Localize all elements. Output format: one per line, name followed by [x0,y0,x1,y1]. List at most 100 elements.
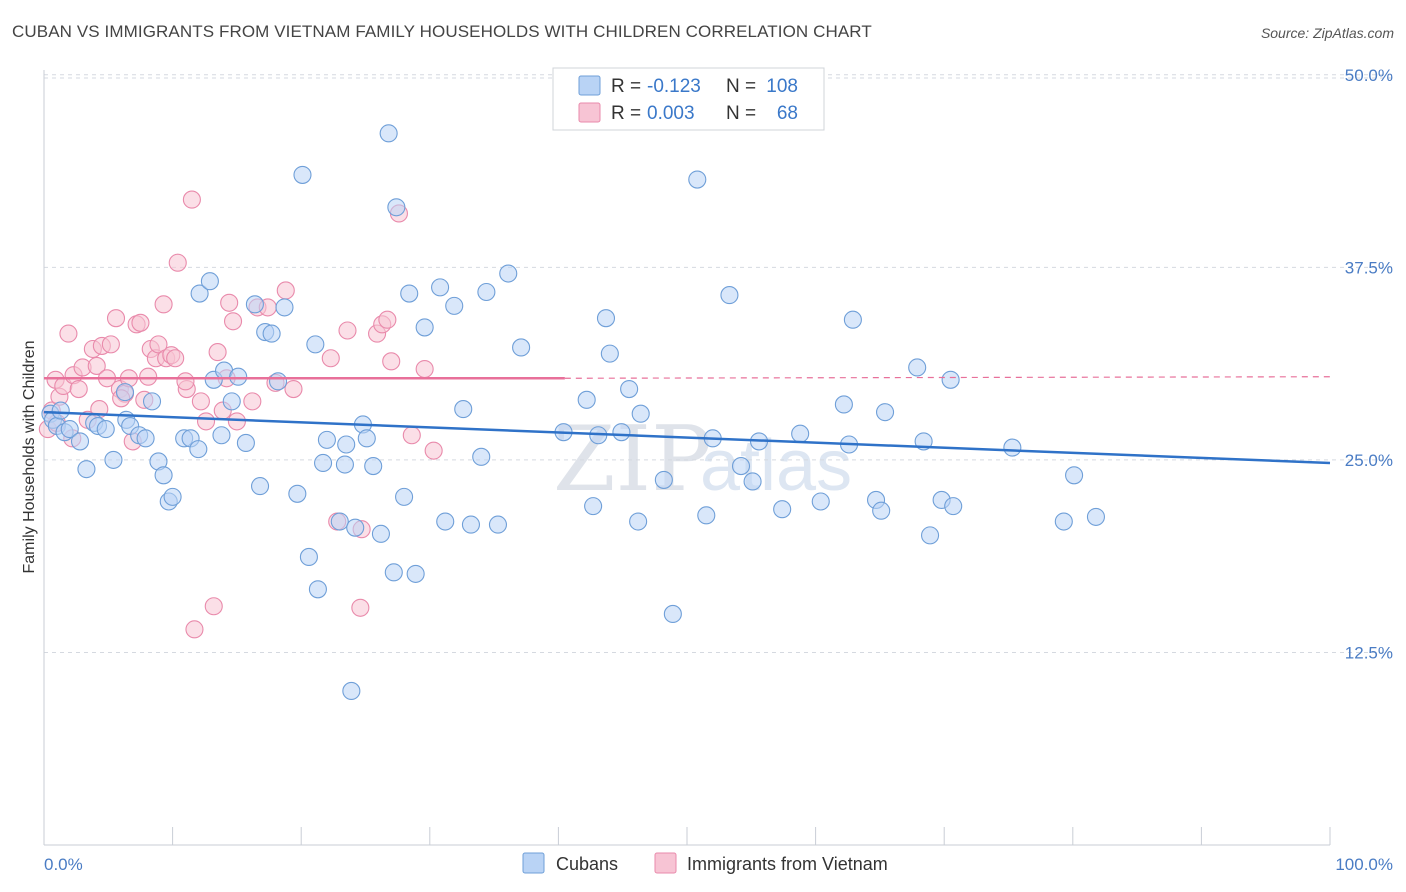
y-tick-label: 37.5% [1345,258,1393,277]
legend-r-label-cubans: R = [611,76,641,97]
legend-swatch-vietnam [578,102,601,123]
point-vietnam [243,392,262,411]
source-label: Source: ZipAtlas.com [1260,25,1394,41]
point-vietnam [139,367,158,386]
point-cuban [142,392,162,411]
point-cuban [577,390,596,409]
point-cuban [60,420,79,439]
point-cuban [299,547,318,566]
point-cuban [791,424,810,443]
point-vietnam [284,379,303,399]
point-cuban [631,404,650,423]
point-cuban [499,264,518,283]
point-cuban [612,423,631,442]
point-cuban [654,470,673,489]
point-cuban [229,367,248,386]
point-cuban [431,278,450,297]
point-cuban [190,284,209,303]
point-cuban [269,372,288,391]
point-vietnam [149,335,168,354]
legend-n-label-cubans: N = [726,76,756,97]
series-cubans-points [41,124,1105,701]
y-axis-label: Family Households with Children [21,341,38,574]
point-cuban [472,447,491,466]
point-cuban [317,430,336,449]
point-cuban [275,298,294,317]
bottom-legend-swatch-vietnam [654,852,677,874]
point-vietnam [204,597,223,616]
point-cuban [262,324,281,343]
point-cuban [346,518,365,537]
point-cuban [620,379,639,399]
point-cuban [921,526,940,545]
trend-line-cubans [43,410,1331,465]
point-cuban [941,370,960,389]
point-vietnam [196,412,216,431]
point-cuban [720,286,739,305]
y-tick-labels: 12.5% 25.0% 37.5% 50.0% [1345,66,1393,663]
point-cuban [488,515,508,534]
x-tick-label-min: 0.0% [44,855,83,874]
y-tick-label: 25.0% [1345,451,1393,470]
point-cuban [337,435,356,454]
point-cuban [811,492,830,511]
point-cuban [944,497,963,516]
point-cuban [371,524,390,543]
point-vietnam [338,321,357,340]
point-cuban [1003,438,1022,457]
point-cuban [688,170,707,189]
point-vietnam [101,335,120,354]
x-ticks [43,827,1331,845]
point-vietnam [154,295,173,314]
point-cuban [104,450,123,469]
point-cuban [96,420,115,439]
point-vietnam [176,372,195,391]
point-vietnam [220,293,239,312]
point-vietnam [106,309,126,328]
point-cuban [596,309,616,328]
point-vietnam [208,343,227,362]
point-vietnam [276,281,295,300]
point-cuban [136,429,155,448]
point-cuban [77,460,96,479]
legend-r-label-vietnam: R = [611,103,641,124]
point-cuban [872,501,891,520]
point-cuban [843,310,862,329]
x-tick-label-max: 100.0% [1335,855,1393,874]
point-vietnam [223,312,243,331]
point-cuban [314,453,333,473]
point-cuban [387,198,406,217]
point-vietnam [168,253,187,272]
legend-r-value-cubans: -0.123 [647,76,701,97]
bottom-legend: Cubans Immigrants from Vietnam [522,852,888,874]
trend-lines [43,376,1331,465]
point-vietnam [191,392,210,411]
point-cuban [697,506,716,525]
point-cuban [288,484,307,503]
point-cuban [461,515,481,534]
point-cuban [477,282,496,302]
point-vietnam [59,324,78,343]
point-cuban [629,512,648,531]
bottom-legend-label-vietnam: Immigrants from Vietnam [687,854,888,874]
point-cuban [200,272,219,291]
point-vietnam [402,426,421,445]
point-cuban [395,487,414,506]
point-vietnam [69,379,88,399]
point-cuban [834,395,853,414]
point-cuban [70,432,90,451]
bottom-legend-swatch-cubans [522,852,545,874]
point-cuban [600,344,619,363]
point-cuban [1065,466,1084,485]
legend-n-label-vietnam: N = [726,103,756,124]
point-cuban [163,487,182,506]
point-cuban [663,604,682,623]
point-vietnam [321,349,340,368]
point-cuban [384,563,403,582]
point-vietnam [424,441,443,460]
point-cuban [357,429,376,448]
point-cuban [406,564,425,583]
point-cuban [115,383,135,402]
point-cuban [335,455,354,474]
legend-n-value-cubans: 108 [766,76,798,97]
